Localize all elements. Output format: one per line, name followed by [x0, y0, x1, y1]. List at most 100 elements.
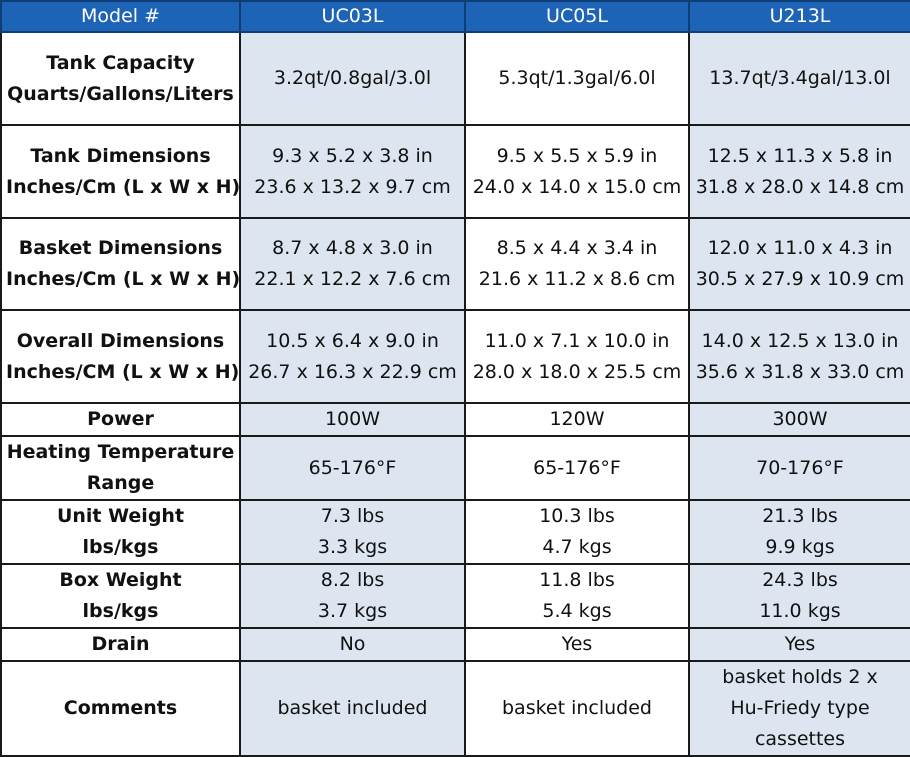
cell-tank-dimensions-uc03l: 9.3 x 5.2 x 3.8 in 23.6 x 13.2 x 9.7 cm — [239, 124, 466, 219]
row-label-line: Overall Dimensions — [16, 329, 225, 352]
cell-box-weight-uc05l: 11.8 lbs 5.4 kgs — [464, 563, 690, 629]
cell-tank-dimensions-uc05l: 9.5 x 5.5 x 5.9 in 24.0 x 14.0 x 15.0 cm — [464, 124, 690, 219]
cell-value-line: 21.6 x 11.2 x 8.6 cm — [478, 268, 676, 290]
row-label-line: Comments — [63, 697, 178, 719]
row-label-tank-capacity: Tank Capacity Quarts/Gallons/Liters — [0, 31, 241, 126]
cell-value-line: 26.7 x 16.3 x 22.9 cm — [248, 360, 457, 383]
cell-value-line: 120W — [549, 408, 605, 430]
row-label-line: Quarts/Gallons/Liters — [7, 82, 234, 105]
row-heating-temperature: Heating Temperature Range 65-176°F 65-176°F… — [0, 435, 910, 501]
row-label-drain: Drain — [0, 627, 241, 662]
row-label-line: Power — [87, 408, 154, 430]
cell-value-line: 3.3 kgs — [317, 536, 388, 558]
header-model-uc05l: UC05L — [464, 0, 690, 33]
cell-overall-dimensions-uc05l: 11.0 x 7.1 x 10.0 in 28.0 x 18.0 x 25.5 c… — [464, 309, 690, 404]
row-label-line: Inches/Cm (L x W x H) — [6, 175, 240, 198]
cell-value-line: 9.9 kgs — [765, 536, 835, 558]
cell-value-line: 65-176°F — [533, 456, 621, 479]
cell-value-line: No — [339, 633, 366, 655]
cell-heating-temperature-u213l: 70-176°F — [688, 435, 910, 501]
cell-unit-weight-uc03l: 7.3 lbs 3.3 kgs — [239, 499, 466, 565]
cell-value-line: 3.7 kgs — [317, 600, 388, 622]
row-label-line: lbs/kgs — [82, 536, 159, 558]
row-label-line: Inches/Cm (L x W x H) — [6, 268, 240, 290]
cell-tank-dimensions-u213l: 12.5 x 11.3 x 5.8 in 31.8 x 28.0 x 14.8 c… — [688, 124, 910, 219]
row-label-line: Box Weight — [59, 569, 182, 591]
cell-value-line: 65-176°F — [308, 456, 397, 479]
row-label-comments: Comments — [0, 660, 241, 757]
row-label-tank-dimensions: Tank Dimensions Inches/Cm (L x W x H) — [0, 124, 241, 219]
cell-box-weight-uc03l: 8.2 lbs 3.7 kgs — [239, 563, 466, 629]
cell-value-line: 31.8 x 28.0 x 14.8 cm — [695, 175, 905, 198]
cell-value-line: Yes — [561, 633, 593, 655]
header-row: Model # UC03L UC05L U213L — [0, 0, 910, 33]
cell-value-line: 8.5 x 4.4 x 3.4 in — [496, 237, 658, 259]
cell-value-line: 5.3qt/1.3gal/6.0l — [498, 67, 656, 89]
cell-value-line: 23.6 x 13.2 x 9.7 cm — [254, 175, 451, 198]
cell-tank-capacity-u213l: 13.7qt/3.4gal/13.0l — [688, 31, 910, 126]
cell-value-line: 8.2 lbs — [320, 569, 385, 591]
cell-value-line: 30.5 x 27.9 x 10.9 cm — [695, 268, 905, 290]
cell-value-line: 4.7 kgs — [542, 536, 612, 558]
cell-value-line: 5.4 kgs — [542, 600, 612, 622]
cell-overall-dimensions-u213l: 14.0 x 12.5 x 13.0 in 35.6 x 31.8 x 33.0 … — [688, 309, 910, 404]
cell-power-u213l: 300W — [688, 402, 910, 437]
row-label-line: Unit Weight — [56, 505, 185, 527]
cell-drain-uc05l: Yes — [464, 627, 690, 662]
cell-value-line: cassettes — [754, 728, 846, 750]
row-label-line: Basket Dimensions — [18, 237, 223, 259]
cell-value-line: 10.3 lbs — [539, 505, 615, 527]
cell-value-line: 11.0 x 7.1 x 10.0 in — [484, 329, 670, 352]
cell-basket-dimensions-u213l: 12.0 x 11.0 x 4.3 in 30.5 x 27.9 x 10.9 c… — [688, 217, 910, 311]
row-box-weight: Box Weight lbs/kgs 8.2 lbs 3.7 kgs 11.8 lbs 5… — [0, 563, 910, 629]
row-label-line: Tank Capacity — [46, 51, 195, 74]
cell-value-line: basket included — [277, 697, 428, 719]
cell-drain-uc03l: No — [239, 627, 466, 662]
row-label-box-weight: Box Weight lbs/kgs — [0, 563, 241, 629]
row-basket-dimensions: Basket Dimensions Inches/Cm (L x W x H) 8.… — [0, 217, 910, 311]
cell-value-line: 10.5 x 6.4 x 9.0 in — [266, 329, 439, 352]
cell-value-line: 11.0 kgs — [759, 600, 841, 622]
cell-value-line: 8.7 x 4.8 x 3.0 in — [272, 237, 433, 259]
header-model-uc03l: UC03L — [239, 0, 466, 33]
row-label-line: Inches/CM (L x W x H) — [6, 360, 240, 383]
cell-unit-weight-u213l: 21.3 lbs 9.9 kgs — [688, 499, 910, 565]
cell-value-line: 9.3 x 5.2 x 3.8 in — [272, 144, 433, 167]
row-label-heating-temperature: Heating Temperature Range — [0, 435, 241, 501]
cell-value-line: 100W — [324, 408, 381, 430]
cell-value-line: basket holds 2 x — [722, 666, 878, 688]
cell-comments-u213l: basket holds 2 x Hu-Friedy type cassettes — [688, 660, 910, 757]
row-label-line: Tank Dimensions — [30, 144, 211, 167]
cell-value-line: 22.1 x 12.2 x 7.6 cm — [254, 268, 451, 290]
cell-heating-temperature-uc03l: 65-176°F — [239, 435, 466, 501]
cell-value-line: Yes — [784, 633, 816, 655]
cell-value-line: 12.5 x 11.3 x 5.8 in — [707, 144, 893, 167]
row-unit-weight: Unit Weight lbs/kgs 7.3 lbs 3.3 kgs 10.3 lbs… — [0, 499, 910, 565]
row-label-line: Drain — [91, 633, 150, 655]
cell-drain-u213l: Yes — [688, 627, 910, 662]
cell-value-line: 21.3 lbs — [762, 505, 838, 527]
cell-value-line: 70-176°F — [756, 456, 844, 479]
cell-basket-dimensions-uc03l: 8.7 x 4.8 x 3.0 in 22.1 x 12.2 x 7.6 cm — [239, 217, 466, 311]
cell-value-line: 300W — [772, 408, 828, 430]
cell-value-line: 35.6 x 31.8 x 33.0 cm — [695, 360, 905, 383]
cell-value-line: Hu-Friedy type — [730, 697, 870, 719]
cell-tank-capacity-uc03l: 3.2qt/0.8gal/3.0l — [239, 31, 466, 126]
cell-tank-capacity-uc05l: 5.3qt/1.3gal/6.0l — [464, 31, 690, 126]
cell-value-line: 14.0 x 12.5 x 13.0 in — [701, 329, 899, 352]
cell-value-line: 24.0 x 14.0 x 15.0 cm — [472, 175, 682, 198]
cell-box-weight-u213l: 24.3 lbs 11.0 kgs — [688, 563, 910, 629]
header-model-label: Model # — [0, 0, 241, 33]
row-label-unit-weight: Unit Weight lbs/kgs — [0, 499, 241, 565]
cell-overall-dimensions-uc03l: 10.5 x 6.4 x 9.0 in 26.7 x 16.3 x 22.9 cm — [239, 309, 466, 404]
row-label-line: Range — [86, 472, 155, 494]
row-label-overall-dimensions: Overall Dimensions Inches/CM (L x W x H) — [0, 309, 241, 404]
row-tank-capacity: Tank Capacity Quarts/Gallons/Liters 3.2qt/… — [0, 31, 910, 126]
cell-comments-uc05l: basket included — [464, 660, 690, 757]
cell-power-uc03l: 100W — [239, 402, 466, 437]
row-label-power: Power — [0, 402, 241, 437]
cell-value-line: 7.3 lbs — [320, 505, 385, 527]
cell-value-line: 28.0 x 18.0 x 25.5 cm — [472, 360, 682, 383]
header-model-u213l: U213L — [688, 0, 910, 33]
